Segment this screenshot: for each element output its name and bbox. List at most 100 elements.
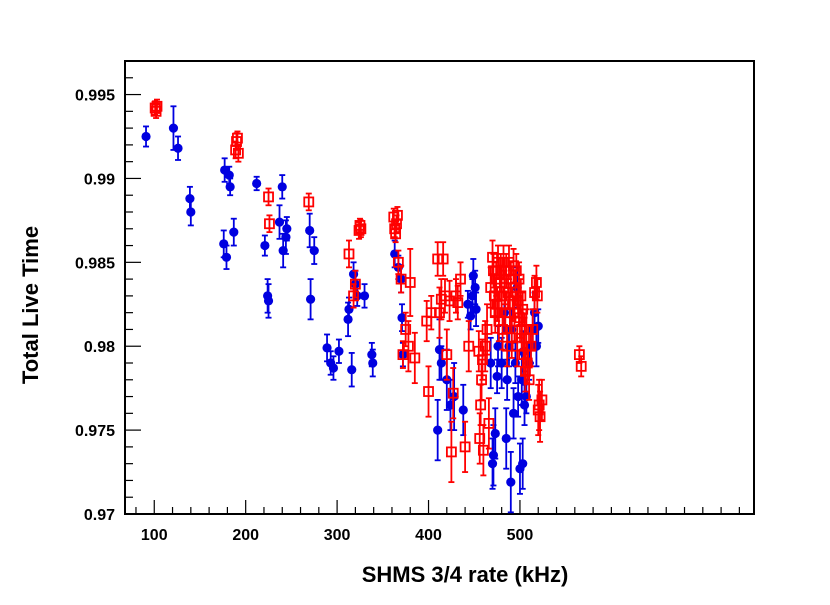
data-point	[476, 374, 487, 386]
data-point	[141, 131, 151, 142]
data-point	[481, 324, 493, 335]
series-layer	[141, 98, 587, 514]
data-point	[368, 358, 378, 368]
data-point	[455, 273, 466, 285]
x-tick-label: 200	[232, 527, 259, 544]
data-point	[501, 433, 511, 444]
data-point	[282, 224, 292, 234]
data-point	[492, 371, 502, 382]
data-point	[390, 228, 402, 240]
y-axis-title: Total Live Time	[18, 226, 43, 384]
x-axis-ticks: 100 200 300 400 500	[135, 500, 740, 544]
data-point	[392, 209, 403, 221]
data-point	[533, 321, 543, 331]
data-point	[349, 278, 361, 290]
data-point	[348, 290, 359, 302]
data-point	[518, 459, 528, 469]
data-point	[525, 340, 537, 352]
data-point	[527, 324, 539, 335]
data-point	[355, 223, 367, 235]
data-point	[404, 277, 416, 288]
y-tick-label: 0.975	[75, 423, 115, 440]
data-point	[260, 240, 270, 251]
x-tick-label: 500	[507, 527, 534, 544]
y-tick-label: 0.97	[84, 507, 115, 524]
data-point	[347, 365, 357, 375]
data-point	[231, 136, 242, 147]
data-point	[479, 340, 491, 352]
data-point	[463, 340, 475, 352]
data-point	[515, 290, 527, 302]
data-point	[573, 349, 585, 361]
data-point	[449, 391, 459, 402]
y-tick-label: 0.99	[84, 171, 115, 188]
data-point	[487, 459, 498, 469]
data-point	[225, 182, 235, 192]
data-point	[367, 350, 377, 360]
data-point	[359, 291, 370, 301]
data-point	[252, 178, 262, 189]
data-point	[263, 296, 274, 306]
data-point	[423, 386, 434, 397]
data-point	[575, 360, 587, 372]
data-point	[328, 363, 339, 373]
data-point	[490, 428, 500, 439]
data-point	[433, 425, 443, 435]
data-point	[151, 100, 163, 112]
data-point	[506, 477, 516, 487]
data-point	[343, 248, 355, 260]
data-point	[529, 287, 540, 298]
data-point	[513, 391, 523, 402]
data-point	[458, 405, 468, 415]
data-point	[437, 253, 449, 265]
data-point	[322, 343, 332, 353]
data-point	[506, 332, 518, 344]
data-point	[470, 282, 480, 293]
y-axis-ticks: 0.97 0.975 0.98 0.985 0.99 0.995	[75, 60, 141, 524]
data-point	[263, 191, 274, 203]
data-point	[397, 313, 407, 323]
data-point	[445, 446, 457, 458]
series-open-square	[149, 98, 587, 484]
y-tick-label: 0.98	[84, 339, 115, 356]
x-axis-title: SHMS 3/4 rate (kHz)	[362, 562, 569, 587]
data-point	[477, 444, 489, 456]
y-tick-label: 0.985	[75, 255, 115, 272]
data-point	[441, 349, 453, 361]
data-point	[173, 143, 183, 153]
data-point	[264, 218, 275, 230]
data-point	[343, 314, 353, 324]
data-point	[531, 290, 543, 302]
data-point	[523, 374, 535, 386]
plot-frame	[124, 60, 755, 515]
data-point	[221, 252, 232, 262]
data-point	[344, 304, 354, 314]
data-point	[186, 207, 196, 217]
data-point	[519, 400, 530, 410]
data-point	[502, 375, 512, 385]
data-point	[403, 340, 414, 352]
x-tick-label: 300	[324, 527, 351, 544]
data-point	[531, 277, 542, 288]
data-point	[508, 408, 519, 418]
data-point	[493, 341, 503, 351]
data-point	[232, 147, 244, 159]
data-point	[459, 441, 471, 453]
y-tick-label: 0.995	[75, 88, 115, 105]
data-point	[497, 358, 507, 368]
data-point	[309, 245, 319, 256]
data-point	[465, 311, 476, 321]
data-point	[229, 227, 239, 237]
data-point	[531, 341, 542, 351]
data-point	[471, 304, 481, 314]
data-point	[392, 256, 404, 268]
data-point	[281, 232, 291, 242]
x-tick-label: 400	[415, 527, 442, 544]
data-point	[536, 394, 548, 406]
data-point	[397, 349, 409, 361]
data-point	[303, 196, 315, 208]
data-point	[436, 358, 446, 368]
data-point	[483, 417, 495, 429]
data-point	[277, 182, 287, 192]
